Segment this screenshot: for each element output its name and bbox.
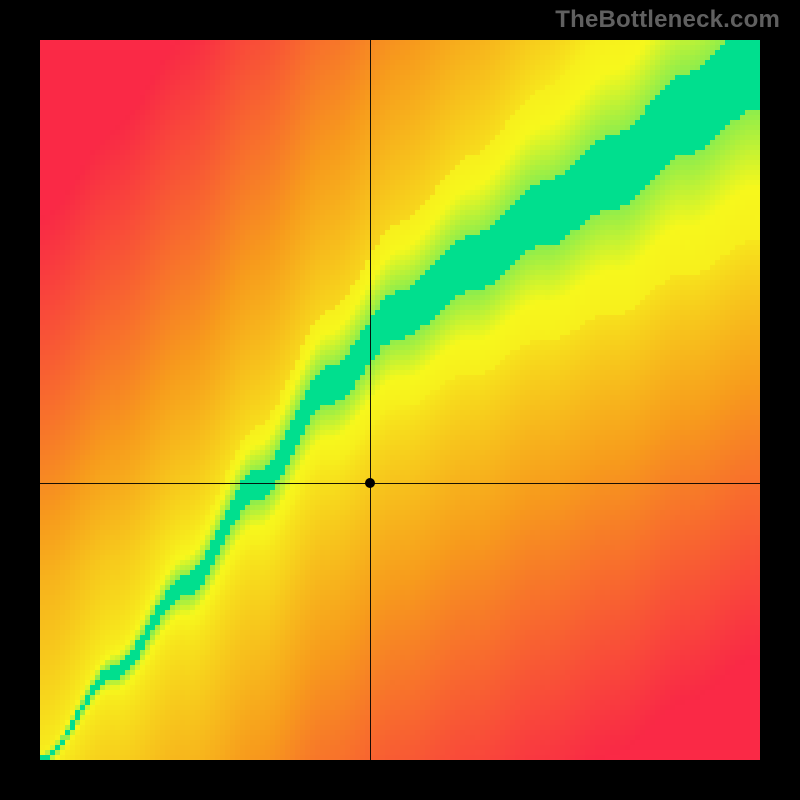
watermark: TheBottleneck.com xyxy=(555,6,780,34)
chart-frame: TheBottleneck.com xyxy=(0,0,800,800)
heatmap-plot xyxy=(40,40,760,760)
heatmap-canvas xyxy=(40,40,760,760)
